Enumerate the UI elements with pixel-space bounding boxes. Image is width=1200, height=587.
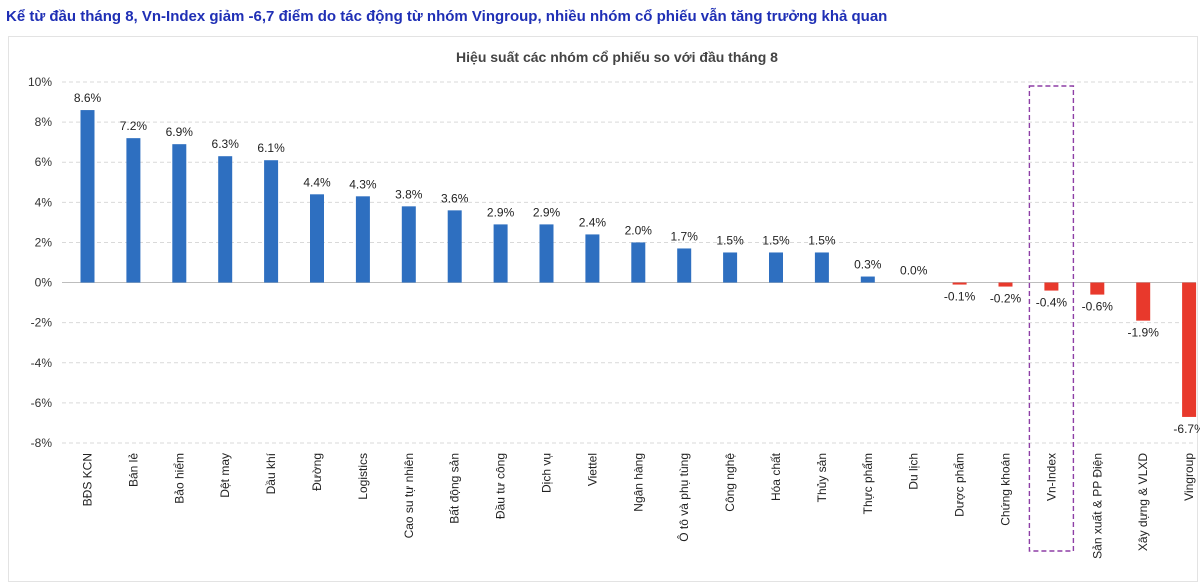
data-label: 1.7%	[671, 229, 699, 243]
category-label: Thực phẩm	[861, 453, 875, 514]
category-label: Logistics	[356, 453, 370, 500]
category-label: Thủy sản	[815, 453, 829, 502]
data-label: 6.3%	[212, 137, 240, 151]
y-tick-label: 2%	[35, 235, 53, 249]
category-label: Công nghệ	[723, 453, 737, 512]
category-label: Bảo hiểm	[172, 453, 186, 504]
bar	[493, 224, 508, 283]
bar	[218, 156, 233, 283]
bar	[80, 110, 95, 283]
data-label: 2.4%	[579, 215, 607, 229]
y-tick-label: -4%	[31, 356, 53, 370]
bar	[1136, 282, 1151, 321]
bars	[80, 110, 1197, 417]
bar	[355, 196, 370, 283]
y-tick-label: -6%	[31, 396, 53, 410]
data-label: 1.5%	[716, 233, 744, 247]
data-label: -6.7%	[1173, 422, 1200, 436]
data-label: 0.0%	[900, 264, 928, 278]
bar	[585, 234, 600, 283]
category-label: Bất động sản	[448, 453, 462, 524]
y-tick-label: 8%	[35, 115, 53, 129]
bar	[723, 252, 738, 283]
data-label: 2.9%	[487, 205, 515, 219]
data-label: 4.3%	[349, 177, 377, 191]
category-label: Đầu tư công	[494, 453, 508, 519]
category-label: Đường	[310, 453, 324, 491]
headline: Kể từ đầu tháng 8, Vn-Index giảm -6,7 đi…	[6, 8, 888, 25]
data-label: 2.0%	[625, 223, 653, 237]
data-label: -0.1%	[944, 290, 976, 304]
data-label: 3.6%	[441, 191, 469, 205]
highlight-box	[1028, 85, 1075, 552]
category-label: Dịch vụ	[540, 453, 554, 493]
bar	[860, 276, 875, 283]
data-label: 7.2%	[120, 119, 148, 133]
category-label: Sản xuất & PP Điện	[1090, 453, 1104, 559]
category-label: Cao su tự nhiên	[402, 453, 416, 538]
bar	[631, 242, 646, 283]
data-label: 4.4%	[303, 175, 331, 189]
category-label: Ngân hàng	[631, 453, 645, 512]
y-tick-label: 6%	[35, 155, 53, 169]
data-labels: 8.6% 7.2% 6.9% 6.3% 6.1% 4.4% 4.3% 3.8% 3.6% 2.9%…	[74, 91, 1200, 436]
category-label: Chứng khoán	[999, 453, 1013, 526]
category-label: Ô tô và phụ tùng	[676, 453, 691, 542]
category-label: Vn-Index	[1044, 453, 1058, 501]
data-label: -1.9%	[1128, 326, 1160, 340]
chart-title: Hiệu suất các nhóm cổ phiếu so với đầu t…	[456, 49, 778, 65]
data-label: 8.6%	[74, 91, 102, 105]
data-label: 3.8%	[395, 187, 423, 201]
category-label: Du lịch	[907, 453, 921, 490]
bar	[952, 282, 967, 285]
y-tick-label: 10%	[28, 75, 52, 89]
data-label: 6.1%	[257, 141, 285, 155]
data-label: 0.3%	[854, 258, 882, 272]
bar	[998, 282, 1013, 287]
bar	[677, 248, 692, 283]
bar	[401, 206, 416, 283]
category-label: Dược phẩm	[953, 453, 967, 517]
bar	[1182, 282, 1197, 417]
data-label: -0.2%	[990, 292, 1022, 306]
bar	[310, 194, 324, 283]
data-label: 1.5%	[762, 233, 790, 247]
category-label: Hóa chất	[769, 452, 783, 501]
data-label: 2.9%	[533, 205, 561, 219]
y-axis-ticks: 10% 8% 6% 4% 2% 0% -2% -4% -6% -8%	[28, 75, 52, 450]
y-tick-label: -2%	[31, 316, 53, 330]
y-tick-label: 0%	[35, 276, 53, 290]
y-tick-label: -8%	[31, 436, 53, 450]
chart-frame	[8, 36, 1198, 582]
category-label: Dầu khí	[264, 452, 278, 494]
bar	[172, 144, 187, 283]
data-label: 1.5%	[808, 233, 836, 247]
bar	[126, 138, 141, 283]
bar	[814, 252, 829, 283]
data-label: -0.6%	[1082, 300, 1114, 314]
y-tick-label: 4%	[35, 195, 53, 209]
category-label: Dệt may	[218, 453, 232, 498]
highlight-layer	[1028, 85, 1075, 552]
category-labels: BĐS KCN Bán lẻ Bảo hiểm Dệt may Dầu khí Đường…	[81, 452, 1197, 559]
data-label: -0.4%	[1036, 296, 1068, 310]
category-label: Bán lẻ	[126, 453, 140, 487]
bar	[539, 224, 554, 283]
category-label: Vingroup	[1182, 453, 1196, 501]
data-label: 6.9%	[166, 125, 194, 139]
grid-lines	[62, 81, 1196, 444]
category-label: Xây dựng & VLXD	[1136, 453, 1150, 551]
bar	[1090, 282, 1105, 295]
bar	[1044, 282, 1059, 291]
bar	[447, 210, 462, 283]
category-label: BĐS KCN	[81, 453, 95, 506]
category-label: Viettel	[585, 453, 599, 486]
bar	[264, 160, 279, 283]
bar	[769, 252, 783, 283]
